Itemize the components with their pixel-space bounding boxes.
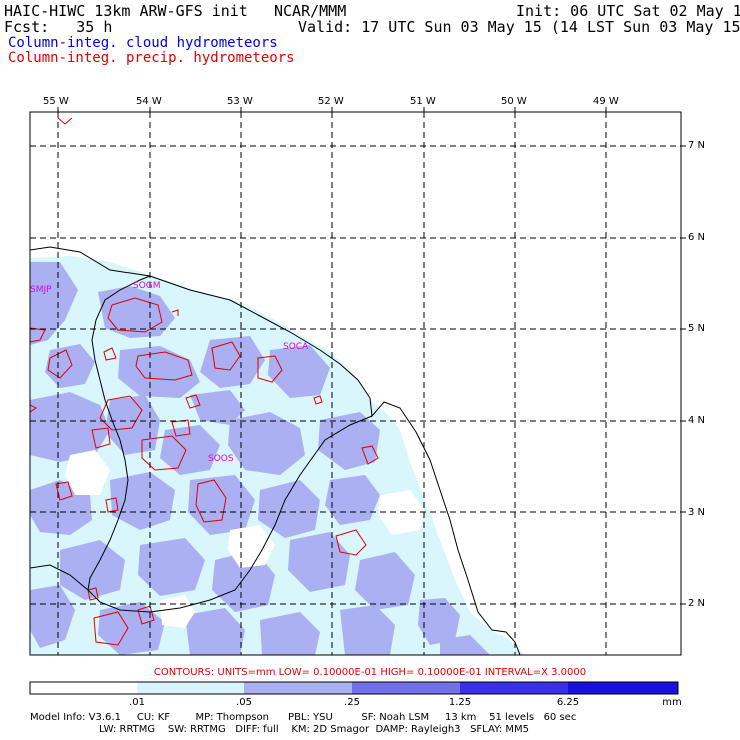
colorbar-unit: mm <box>662 697 682 708</box>
station-label: SOGM <box>133 281 161 291</box>
colorbar <box>29 681 679 695</box>
coastline <box>30 246 521 655</box>
lat-label: 6 N <box>688 232 706 243</box>
colorbar-label: .01 <box>129 697 145 708</box>
cloud-shading-medium <box>30 262 490 655</box>
station-label: SMJP <box>30 285 52 295</box>
lon-label: 53 W <box>227 96 253 107</box>
forecast-hour: Fcst: 35 h <box>4 18 113 36</box>
colorbar-label: .05 <box>236 697 252 708</box>
model-title: HAIC-HIWC 13km ARW-GFS init <box>4 2 248 20</box>
station-label: SOCA <box>283 342 309 352</box>
precip-contours <box>30 117 379 646</box>
field-cloud-label: Column-integ. cloud hydrometeors <box>8 35 278 51</box>
model-info-line2: LW: RRTMG SW: RRTMG DIFF: full KM: 2D Sm… <box>99 724 529 735</box>
lon-label: 49 W <box>593 96 619 107</box>
model-info-line1: Model Info: V3.6.1 CU: KF MP: Thompson P… <box>30 712 577 723</box>
lon-label: 54 W <box>136 96 162 107</box>
lat-label: 4 N <box>688 415 706 426</box>
lon-label: 55 W <box>43 96 69 107</box>
init-time: Init: 06 UTC Sat 02 May 15 <box>516 2 740 20</box>
lon-label: 51 W <box>410 96 436 107</box>
lat-label: 2 N <box>688 598 706 609</box>
valid-time: Valid: 17 UTC Sun 03 May 15 (14 LST Sun … <box>298 18 740 36</box>
lon-label: 50 W <box>501 96 527 107</box>
map-frame <box>29 111 682 656</box>
axis-ticks <box>57 107 686 605</box>
lat-label: 3 N <box>688 507 706 518</box>
colorbar-label: 6.25 <box>556 697 580 708</box>
org-label: NCAR/MMM <box>274 2 347 20</box>
lat-label: 5 N <box>688 323 706 334</box>
lat-lon-grid <box>30 112 681 655</box>
colorbar-label: 1.25 <box>448 697 472 708</box>
field-precip-label: Column-integ. precip. hydrometeors <box>8 50 295 66</box>
colorbar-label: .25 <box>344 697 360 708</box>
station-label: SOOS <box>208 454 234 464</box>
lat-label: 7 N <box>688 140 706 151</box>
contours-info: CONTOURS: UNITS=mm LOW= 0.10000E-01 HIGH… <box>153 667 587 678</box>
lon-label: 52 W <box>318 96 344 107</box>
